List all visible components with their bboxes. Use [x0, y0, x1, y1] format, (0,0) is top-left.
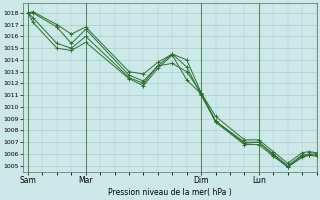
X-axis label: Pression niveau de la mer( hPa ): Pression niveau de la mer( hPa ): [108, 188, 232, 197]
